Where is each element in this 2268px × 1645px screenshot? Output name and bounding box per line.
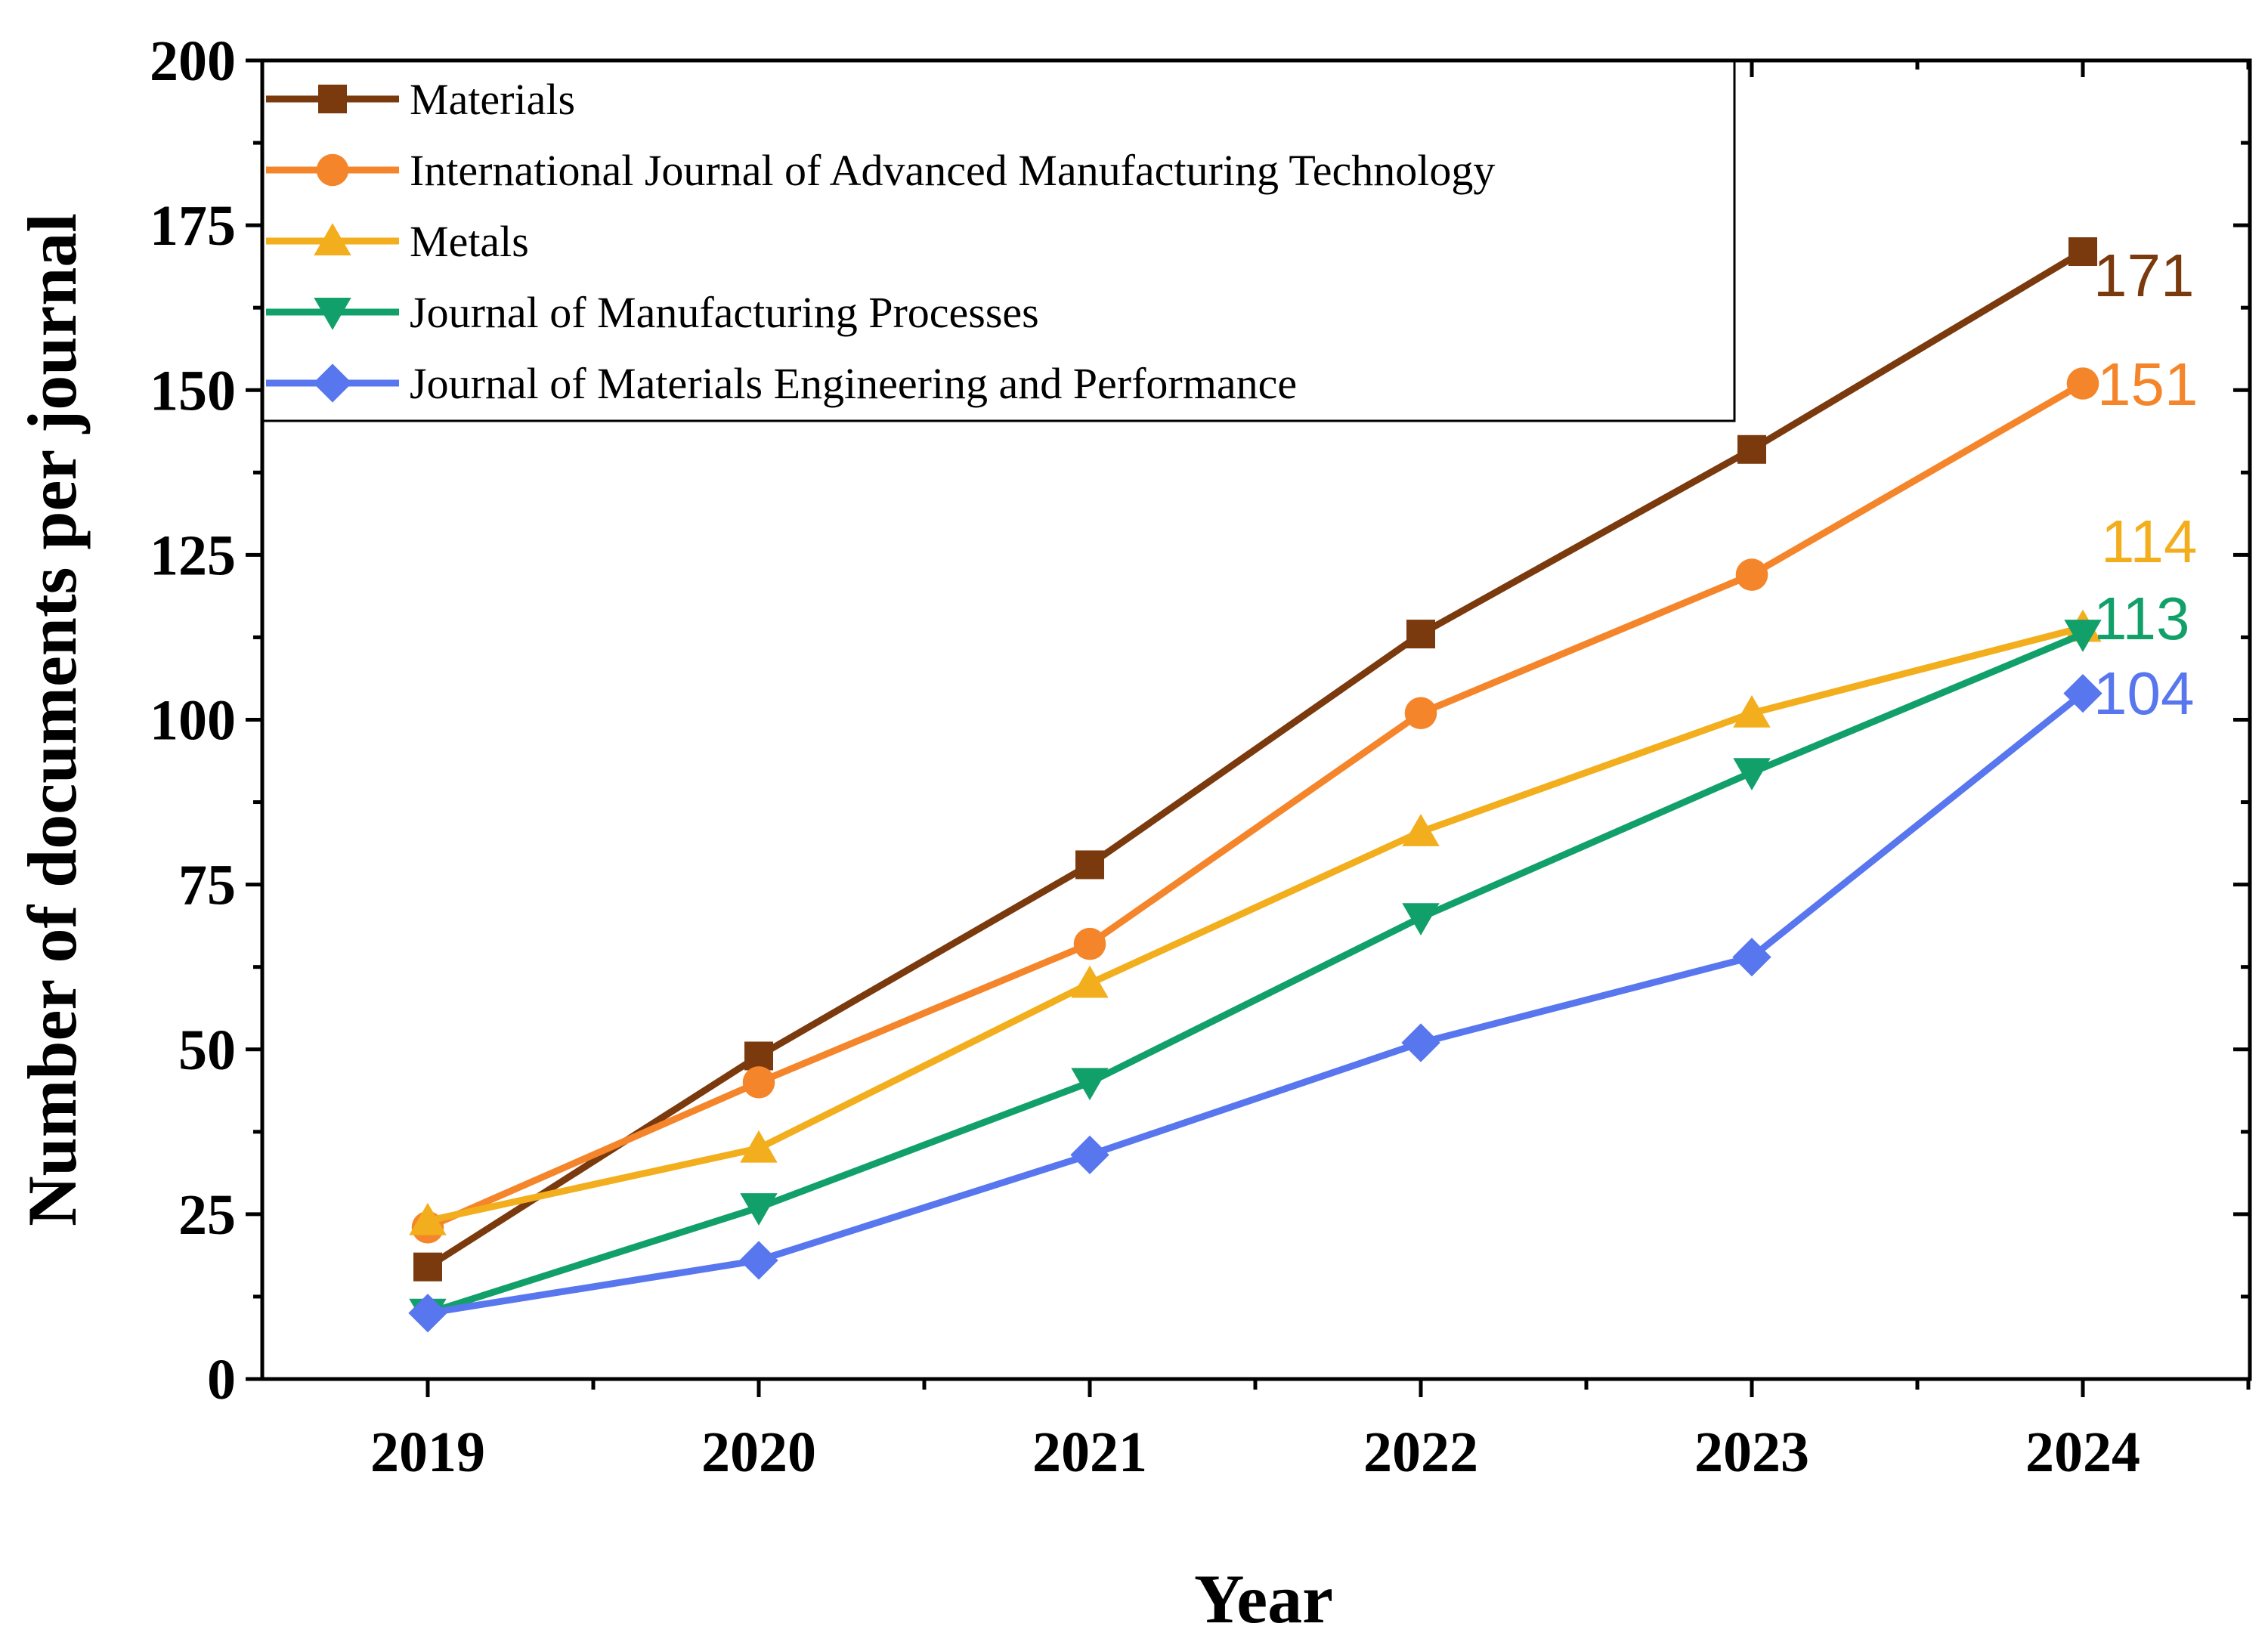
data-point [1071,965,1109,998]
series-line [427,623,2084,1224]
series-0 [413,237,2097,1282]
legend-box [261,59,1736,422]
x-tick-label: 2022 [1363,1421,1478,1484]
data-point [1733,758,1771,791]
data-point [1075,850,1104,880]
y-tick-label: 175 [150,194,236,258]
data-point [744,1041,773,1071]
legend-marker [318,85,347,113]
data-point [1732,937,1771,977]
end-value-label: 113 [2093,585,2190,652]
data-point [1402,814,1440,846]
y-tick-label: 200 [150,29,236,93]
data-point [2066,367,2099,400]
legend-label: Journal of Manufacturing Processes [410,288,1039,337]
end-labels: 171 151 114 113 104 [2093,242,2198,727]
end-value-label: 114 [2101,508,2198,575]
end-value-label: 171 [2093,242,2194,309]
data-point [408,1294,447,1333]
data-point [1733,695,1771,728]
data-point [2064,620,2102,652]
legend-marker [316,153,349,187]
legend-item: Journal of Manufacturing Processes [266,288,1039,337]
x-tick-label: 2023 [1694,1421,1809,1484]
series-line [426,630,2084,1317]
end-value-label: 151 [2097,351,2198,418]
x-tick-label: 2021 [1032,1421,1147,1484]
y-tick-label: 150 [150,359,236,422]
x-tick-label: 2024 [2025,1421,2140,1484]
y-tick-label: 75 [178,854,236,917]
data-point [1402,903,1440,935]
y-tick-label: 25 [178,1183,236,1247]
data-point [742,1066,775,1099]
data-point [2063,673,2102,713]
legend-item: Journal of Materials Engineering and Per… [266,359,1297,408]
x-axis-title: Year [1194,1560,1333,1637]
data-point [740,1130,778,1163]
data-point [1404,697,1437,730]
x-tick-label: 2020 [701,1421,816,1484]
legend-label: Metals [410,217,529,266]
data-point [740,1193,778,1226]
y-axis-title: Number of documents per journal [14,213,91,1226]
series-line [426,380,2085,1231]
series-lines [408,237,2102,1333]
legend-item: Metals [266,217,529,266]
x-tick-label: 2019 [370,1421,485,1484]
x-axis: 2019 2020 2021 2022 2023 2024 [370,60,2251,1484]
data-point [413,1252,442,1282]
legend-label: Materials [410,75,575,124]
y-axis: 0 25 50 75 100 125 150 175 200 [150,29,2250,1412]
y-tick-label: 0 [207,1348,236,1412]
legend-label: Journal of Materials Engineering and Per… [410,359,1297,408]
y-tick-label: 125 [150,524,236,587]
data-point [1071,1068,1109,1101]
data-point [2068,237,2097,267]
data-point [1406,620,1435,649]
data-point [1737,434,1766,464]
data-point [739,1241,778,1280]
series-line [425,249,2085,1270]
data-point [1070,1135,1109,1174]
data-point [1401,1023,1440,1062]
end-value-label: 104 [2093,660,2194,727]
data-point [409,1202,447,1235]
legend-marker [314,298,351,330]
series-4 [408,673,2102,1333]
legend-marker [314,223,351,255]
data-point [1073,927,1106,960]
y-tick-label: 100 [150,689,236,753]
series-3 [409,620,2102,1331]
legend-item: Materials [266,75,575,124]
series-line [427,691,2085,1317]
legend-marker [313,363,352,403]
y-tick-label: 50 [178,1019,236,1082]
legend-label: International Journal of Advanced Manufa… [410,146,1495,195]
plot-frame [260,58,2252,1381]
legend: Materials International Journal of Advanc… [261,59,1736,422]
legend-item: International Journal of Advanced Manufa… [266,146,1495,195]
series-2 [409,609,2102,1235]
data-point [1735,558,1768,591]
